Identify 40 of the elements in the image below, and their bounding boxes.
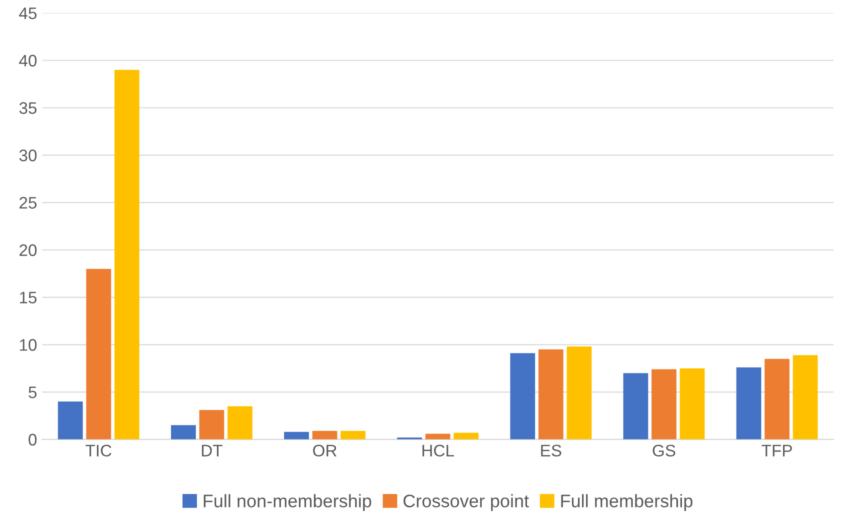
bar — [58, 402, 83, 440]
bar — [736, 367, 762, 440]
x-tick-label: HCL — [422, 444, 454, 457]
y-tick-label: 5 — [28, 386, 37, 398]
bar — [228, 406, 252, 440]
x-tick-label: ES — [541, 444, 562, 457]
y-tick-label: 0 — [28, 434, 37, 446]
bar — [425, 434, 450, 440]
x-tick-label: DT — [202, 444, 222, 456]
bar — [114, 70, 140, 440]
legend-label: Full non-membership — [204, 494, 372, 511]
x-tick-label: TIC — [86, 444, 112, 457]
bar — [680, 368, 705, 440]
x-tick-label: GS — [652, 444, 676, 457]
bar — [284, 432, 309, 440]
y-tick-label: 40 — [19, 54, 37, 67]
y-tick-label: 45 — [19, 8, 37, 20]
bar — [764, 358, 790, 440]
legend-label: Full membership — [561, 494, 692, 511]
bar — [510, 353, 536, 440]
bar — [538, 349, 564, 440]
x-tick-label: OR — [313, 444, 336, 457]
y-tick-label: 25 — [20, 196, 37, 209]
bar — [171, 425, 196, 440]
bar — [454, 432, 479, 440]
bar — [312, 430, 338, 440]
y-tick-label: 30 — [19, 150, 37, 162]
x-tick-label: TFP — [762, 444, 792, 456]
bar — [652, 369, 676, 440]
bar — [566, 346, 592, 440]
y-tick-label: 15 — [20, 292, 37, 304]
y-tick-label: 20 — [20, 244, 37, 256]
bar — [340, 430, 366, 440]
y-tick-label: 35 — [19, 102, 37, 114]
bar — [86, 268, 112, 440]
y-tick-label: 10 — [20, 339, 37, 351]
bar — [792, 355, 818, 440]
bar — [623, 373, 648, 440]
bar — [199, 410, 224, 440]
legend-label: Crossover point — [404, 494, 529, 511]
